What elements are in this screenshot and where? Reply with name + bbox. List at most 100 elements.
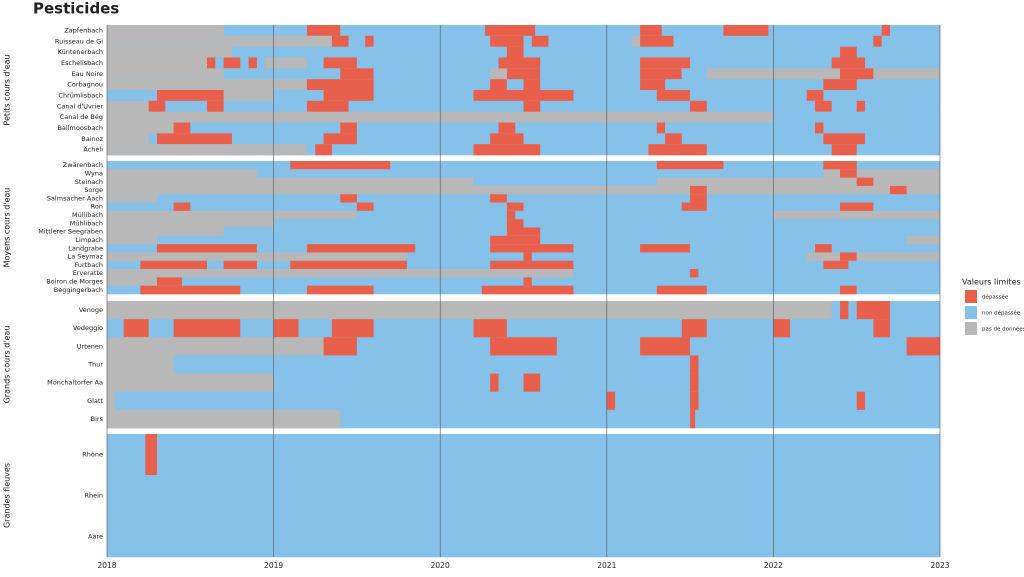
row-label: Birs xyxy=(91,415,104,423)
row-label: Aare xyxy=(88,533,103,541)
cell-run xyxy=(323,133,357,145)
cell-run xyxy=(206,100,224,112)
group-label: Petits cours d'eau xyxy=(3,54,12,125)
cell-run xyxy=(107,319,940,338)
cell-run xyxy=(107,122,940,134)
row-label: Bainoz xyxy=(81,135,103,143)
row-label: Mühlibach xyxy=(70,219,103,227)
cell-run xyxy=(223,260,257,270)
cell-run xyxy=(640,79,666,91)
cell-run xyxy=(107,227,224,237)
cell-run xyxy=(365,35,374,47)
cell-run xyxy=(690,355,699,374)
row-label: Urtenen xyxy=(77,342,103,350)
cell-run xyxy=(223,57,241,69)
row-label: Zwärenbach xyxy=(63,161,103,169)
cell-run xyxy=(340,122,357,134)
row-label: Steinach xyxy=(75,178,103,186)
cell-run xyxy=(690,185,707,195)
cell-run xyxy=(506,68,541,80)
cell-run xyxy=(840,46,857,58)
cell-run xyxy=(690,269,699,278)
cell-run xyxy=(523,100,541,112)
cell-run xyxy=(107,79,307,91)
row-label: Zapfenbach xyxy=(64,26,103,34)
cell-run xyxy=(640,57,691,69)
cell-run xyxy=(156,244,257,253)
cell-run xyxy=(723,25,769,37)
cell-run xyxy=(815,122,824,134)
cell-run xyxy=(107,194,940,203)
row-label: Salmsacher Aach xyxy=(47,194,103,202)
x-tick-label: 2021 xyxy=(597,561,616,570)
cell-run xyxy=(290,161,391,170)
cell-run xyxy=(107,25,224,37)
chart-title: Pesticides xyxy=(33,0,119,18)
cell-run xyxy=(156,133,232,145)
cell-run xyxy=(107,516,940,558)
row-label: Glatt xyxy=(87,397,103,405)
cell-run xyxy=(473,90,574,102)
cell-run xyxy=(681,202,707,212)
cell-run xyxy=(140,260,207,270)
cell-run xyxy=(107,409,341,429)
cell-run xyxy=(107,355,174,374)
cell-run xyxy=(107,235,157,245)
cell-run xyxy=(306,100,349,112)
row-label: Eschelisbach xyxy=(61,59,103,67)
cell-run xyxy=(173,319,241,338)
cell-run xyxy=(840,202,874,212)
cell-run xyxy=(107,57,207,69)
cell-run xyxy=(773,319,791,338)
cell-run xyxy=(206,57,216,69)
cell-run xyxy=(823,133,866,145)
cell-run xyxy=(473,177,657,187)
cell-run xyxy=(490,35,524,47)
row-label: Landgrabe xyxy=(68,244,103,252)
cell-run xyxy=(356,202,374,212)
cell-run xyxy=(107,475,940,517)
row-label: Ballmoosbach xyxy=(57,124,103,132)
cell-run xyxy=(856,301,891,320)
cell-run xyxy=(490,373,499,393)
cell-run xyxy=(640,25,662,37)
cell-run xyxy=(107,122,174,134)
cell-run xyxy=(831,57,866,69)
cell-run xyxy=(107,100,149,112)
cell-run xyxy=(648,144,707,156)
cell-run xyxy=(881,25,891,37)
cell-run xyxy=(107,373,274,393)
cell-run xyxy=(656,161,724,170)
cell-run xyxy=(690,100,707,112)
cell-run xyxy=(690,194,707,203)
row-label: Ruisseau de Gi xyxy=(55,37,103,45)
cell-run xyxy=(473,144,541,156)
legend-title: Valeurs limites xyxy=(962,278,1021,287)
cell-run xyxy=(523,79,541,91)
cell-run xyxy=(640,244,691,253)
cell-run xyxy=(107,355,940,374)
legend-label: non dépassée xyxy=(982,310,1021,317)
cell-run xyxy=(306,285,374,295)
cell-run xyxy=(856,391,866,411)
cell-run xyxy=(490,79,507,91)
group-label: Moyens cours d'eau xyxy=(3,188,12,268)
cell-run xyxy=(831,144,857,156)
cell-run xyxy=(107,301,940,320)
cell-run xyxy=(506,202,524,212)
cell-run xyxy=(107,161,940,170)
cell-run xyxy=(840,68,874,80)
cell-run xyxy=(490,260,574,270)
cell-run xyxy=(540,68,641,80)
cell-run xyxy=(306,25,341,37)
cell-run xyxy=(173,122,191,134)
row-label: Beggingerbach xyxy=(54,286,103,294)
cell-run xyxy=(107,434,940,476)
cell-run xyxy=(490,337,557,356)
cell-run xyxy=(506,219,524,228)
cell-run xyxy=(606,391,616,411)
cell-run xyxy=(690,373,699,393)
cell-run xyxy=(523,277,532,286)
cell-run xyxy=(690,391,699,411)
